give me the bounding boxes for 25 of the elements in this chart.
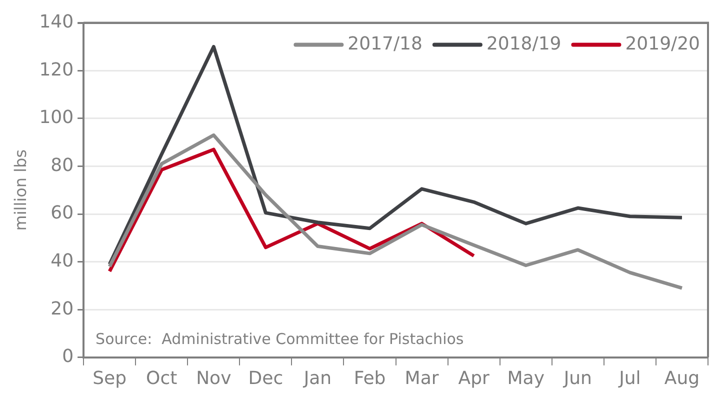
x-tick-label: Jul — [618, 368, 641, 389]
y-tick-label: 100 — [39, 107, 74, 128]
x-tick-label: Jun — [562, 368, 592, 389]
legend-label: 2017/18 — [348, 33, 422, 54]
x-tick-label: Mar — [404, 368, 440, 389]
y-tick-label: 0 — [62, 346, 74, 368]
x-tick-label: Aug — [664, 368, 700, 389]
y-tick-label: 80 — [50, 154, 74, 176]
y-tick-label: 120 — [39, 59, 74, 80]
annotation: Source: Administrative Committee for Pistachios — [96, 330, 464, 348]
x-tick-label: Dec — [248, 368, 284, 389]
x-tick-label: Nov — [196, 368, 232, 389]
y-axis-title: million lbs — [10, 149, 30, 231]
legend-label: 2019/20 — [625, 33, 700, 54]
x-tick-label: May — [507, 368, 545, 389]
y-tick-label: 40 — [50, 250, 74, 272]
x-tick-label: Feb — [354, 368, 386, 389]
x-tick-label: Sep — [92, 368, 127, 389]
x-tick-label: Oct — [146, 368, 178, 389]
x-tick-label: Apr — [458, 368, 490, 389]
x-tick-label: Jan — [302, 368, 332, 389]
legend-label: 2018/19 — [486, 33, 562, 54]
y-tick-label: 60 — [50, 202, 74, 224]
y-tick-label: 140 — [39, 11, 74, 32]
y-tick-label: 20 — [50, 298, 74, 320]
